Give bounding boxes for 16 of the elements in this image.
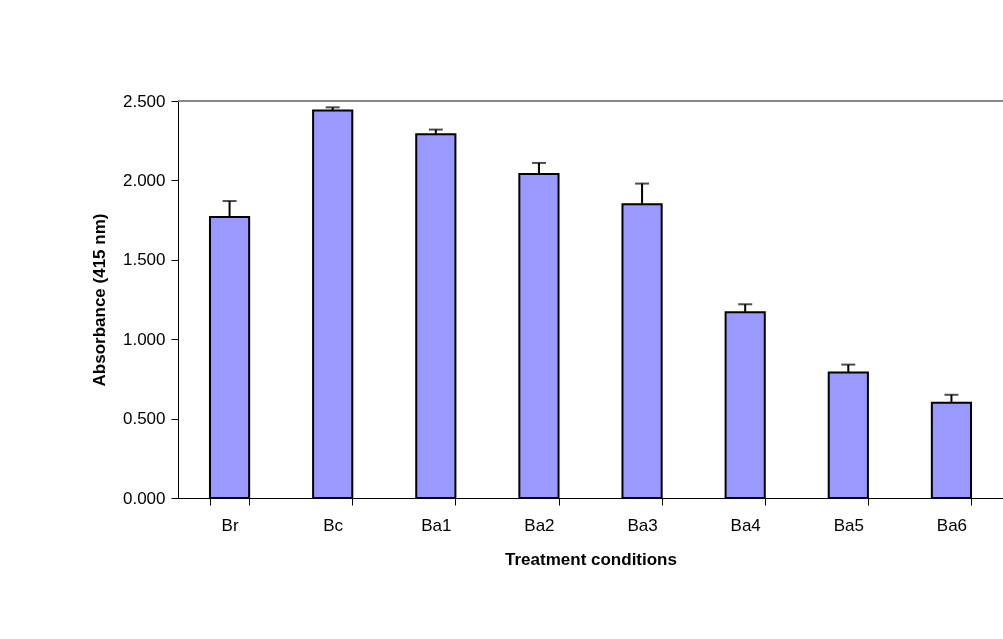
x-tick-label: Br [221,515,239,535]
x-tick-label: Bc [323,515,344,535]
x-tick-label: Ba4 [730,515,761,535]
x-axis-title: Treatment conditions [505,549,677,569]
x-tick-label: Ba6 [936,515,968,535]
x-tick-label: Ba1 [421,515,452,535]
y-tick-label: 0.000 [122,488,166,508]
x-tick-label: Ba2 [524,515,555,535]
y-tick-label: 2.500 [122,91,166,111]
y-tick-label: 1.000 [122,329,166,349]
y-tick-label: 0.500 [122,409,166,429]
y-tick-label: 2.000 [122,170,166,190]
y-tick-label: 1.500 [122,250,166,270]
y-axis-title: Absorbance (415 nm) [89,213,109,387]
x-tick-label: Ba5 [833,515,864,535]
x-tick-label: Ba3 [627,515,658,535]
